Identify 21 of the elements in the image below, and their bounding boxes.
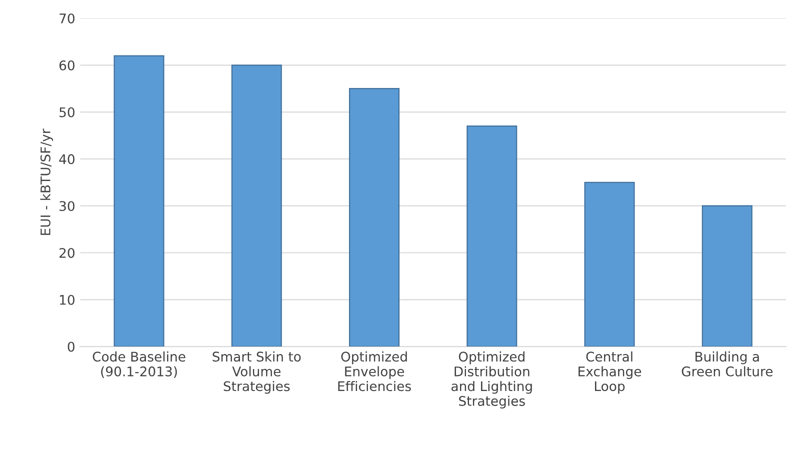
bar [231,64,282,347]
y-tick-label: 40 [59,154,74,164]
bar [466,126,518,347]
y-tick-label: 60 [59,60,74,70]
bar [349,88,400,347]
y-axis-title: EUI - kBTU/SF/yr [40,128,53,235]
y-tick-label: 70 [60,13,74,24]
bar [702,205,752,347]
y-tick-label: 30 [60,201,74,212]
x-tick-label: Optimized Distribution and Lighting Strategies [452,351,532,409]
bar [584,182,635,347]
y-tick-label: 50 [60,107,74,118]
x-tick-label: Smart Skin to Volume Strategies [212,351,301,394]
y-tick-label: 0 [68,342,74,352]
y-tick-label: 10 [60,294,74,305]
bar [114,55,164,347]
x-tick-label: Optimized Envelope Efficiencies [338,351,411,392]
y-tick-label: 20 [60,248,74,258]
x-tick-label: Building a Green Culture [682,351,773,376]
x-tick-label: Code Baseline (90.1-2013) [92,351,186,378]
x-tick-label: Central Exchange Loop [578,351,642,394]
